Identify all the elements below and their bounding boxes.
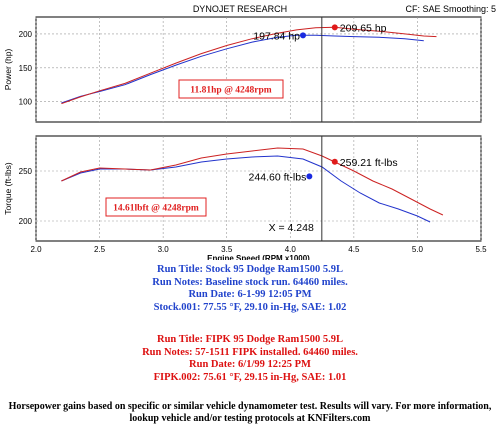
power-stock-peak-label: 197.84 hp: [253, 30, 300, 42]
torque-plot-area: [35, 135, 482, 242]
fipk-run-date: Run Date: 6/1/99 12:25 PM: [189, 359, 311, 370]
torque-fipk-peak-label: 259.21 ft-lbs: [340, 157, 398, 169]
torque-x-tick-label: 5.5: [475, 245, 487, 254]
torque-series-fipk-002: [61, 147, 444, 216]
power-y-tick-label: 150: [19, 64, 33, 73]
torque-cursor-label: X = 4.248: [269, 222, 314, 234]
fipk-run-conditions: FIPK.002: 75.61 °F, 29.15 in-Hg, SAE: 1.…: [153, 371, 347, 383]
power-fipk-peak-label: 209.65 hp: [340, 22, 387, 34]
torque-fipk-peak-marker: [331, 158, 338, 165]
power-panel: 100 150 200 Power (hp) 197.84 hp 209.65 hp 11.…: [3, 16, 482, 123]
torque-stock-peak-marker: [306, 173, 313, 180]
power-gain-label: 11.81hp @ 4248rpm: [190, 86, 272, 96]
disclaimer-footnote: Horsepower gains based on specific or si…: [8, 401, 492, 424]
torque-gain-box: [105, 197, 207, 217]
torque-x-tick-label: 2.5: [94, 245, 106, 254]
fipk-run-title: Run Title: FIPK 95 Dodge Ram1500 5.9L: [157, 334, 343, 345]
torque-y-axis-label: Torque (ft-lbs): [3, 162, 13, 215]
torque-y-tick-label: 250: [19, 167, 33, 176]
chart-header-title: DYNOJET RESEARCH: [193, 4, 287, 14]
torque-x-tick-label: 3.5: [221, 245, 233, 254]
torque-panel: 200 250 Torque (ft-lbs) 244.60 ft-lbs 259.21…: [3, 135, 487, 260]
torque-y-tick-label: 200: [19, 217, 33, 226]
power-fipk-peak-marker: [331, 24, 338, 31]
torque-x-tick-label: 4.5: [348, 245, 360, 254]
x-axis-label: Engine Speed (RPM x1000): [207, 254, 310, 260]
stock-run-conditions: Stock.001: 77.55 °F, 29.10 in-Hg, SAE: 1…: [153, 301, 347, 313]
power-series-fipk-002: [61, 26, 437, 105]
chart-header-settings: CF: SAE Smoothing: 5: [405, 4, 496, 14]
stock-run-date: Run Date: 6-1-99 12:05 PM: [188, 289, 312, 300]
stock-run-info: Run Title: Stock 95 Dodge Ram1500 5.9L R…: [0, 264, 500, 314]
torque-stock-peak-label: 244.60 ft-lbs: [249, 171, 307, 183]
power-gain-box: [178, 79, 284, 99]
dyno-chart: DYNOJET RESEARCH CF: SAE Smoothing: 5 10…: [3, 4, 496, 260]
power-series-stock-001: [61, 34, 424, 104]
torque-x-tick-label: 3.0: [158, 245, 170, 254]
stock-run-title: Run Title: Stock 95 Dodge Ram1500 5.9L: [156, 264, 343, 275]
fipk-run-notes: Run Notes: 57-1511 FIPK installed. 64460…: [142, 346, 358, 358]
torque-x-tick-label: 2.0: [30, 245, 42, 254]
power-y-axis-label: Power (hp): [3, 49, 13, 91]
fipk-run-info: Run Title: FIPK 95 Dodge Ram1500 5.9L Ru…: [0, 334, 500, 384]
power-y-tick-label: 100: [19, 98, 33, 107]
power-stock-peak-marker: [300, 32, 306, 39]
torque-gain-label: 14.61lbft @ 4248rpm: [113, 204, 199, 214]
stock-run-notes: Run Notes: Baseline stock run. 64460 mil…: [152, 276, 348, 288]
torque-x-tick-label: 4.0: [285, 245, 297, 254]
torque-x-tick-label: 5.0: [412, 245, 424, 254]
power-y-tick-label: 200: [19, 30, 33, 39]
